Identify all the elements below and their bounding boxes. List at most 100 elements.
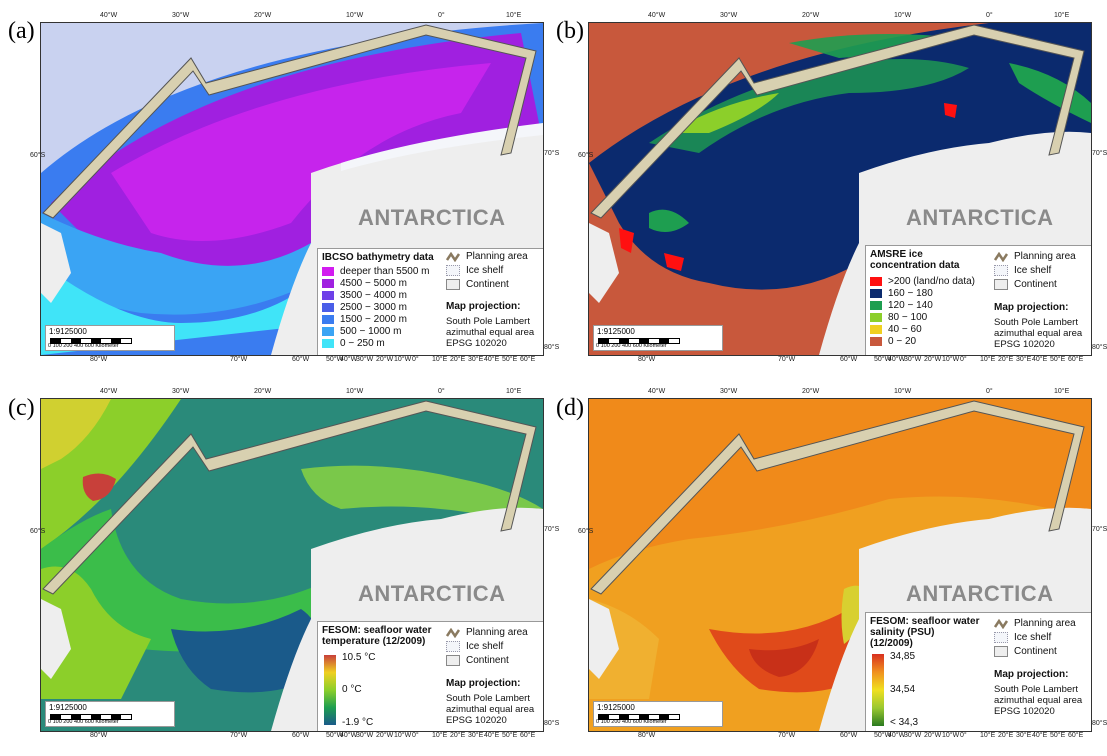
left-graticule-label: 60°S: [578, 528, 594, 535]
planning-area-legend: Planning area: [446, 627, 528, 638]
bottom-graticule-label: 20°W: [376, 356, 394, 363]
bottom-graticule-label: 80°W: [638, 732, 656, 739]
bottom-graticule-label: 0°: [412, 356, 419, 363]
legend-class-item: 120 − 140: [870, 300, 933, 311]
bottom-graticule-label: 40°E: [1032, 732, 1048, 739]
top-graticule-label: 40°W: [648, 12, 666, 19]
antarctica-label: ANTARCTICA: [358, 581, 506, 606]
scale-bar: 1:9125000 0 100 200 400 600 Kilometer: [45, 325, 175, 351]
ramp-label-mid: 34,54: [890, 684, 916, 695]
projection-text: South Pole Lambert azimuthal equal area …: [446, 316, 535, 349]
ice-shelf-legend: Ice shelf: [446, 641, 503, 652]
right-graticule-label: 80°S: [544, 720, 560, 727]
bottom-graticule-label: 30°E: [1016, 356, 1032, 363]
bottom-graticule-label: 20°W: [376, 732, 394, 739]
top-graticule-label: 20°W: [254, 388, 272, 395]
right-graticule-label: 70°S: [544, 150, 560, 157]
map-panel-temperature: ANTARCTICA FESOM: seafloor water tempera…: [40, 398, 544, 732]
legend-class-label: 40 − 60: [888, 324, 922, 335]
bottom-graticule-label: 30°E: [468, 732, 484, 739]
top-graticule-label: 40°W: [100, 12, 118, 19]
legend-class-label: deeper than 5500 m: [340, 266, 430, 277]
scale-bar: 1:9125000 0 100 200 400 600 Kilometer: [593, 325, 723, 351]
ramp-label-min: < 34,3: [890, 717, 919, 728]
legend-swatch: [870, 289, 882, 298]
salinity-color-ramp: [872, 654, 884, 726]
bottom-graticule-label: 60°E: [1068, 356, 1084, 363]
bottom-graticule-label: 40°E: [484, 356, 500, 363]
right-graticule-label: 70°S: [1092, 526, 1107, 533]
bottom-graticule-label: 10°E: [980, 732, 996, 739]
right-graticule-label: 80°S: [1092, 344, 1107, 351]
ice-shelf-legend: Ice shelf: [994, 632, 1051, 643]
top-graticule-label: 10°E: [506, 12, 522, 19]
antarctica-label: ANTARCTICA: [906, 581, 1054, 606]
legend-class-label: 0 − 20: [888, 336, 917, 347]
bottom-graticule-label: 20°E: [450, 356, 466, 363]
left-graticule-label: 60°S: [30, 152, 46, 159]
bottom-graticule-label: 0°: [412, 732, 419, 739]
bottom-graticule-label: 50°E: [1050, 732, 1066, 739]
bottom-graticule-label: 50°W: [326, 732, 344, 739]
bottom-graticule-label: 60°W: [292, 732, 310, 739]
legend-ice-concentration: AMSRE ice concentration data >200 (land/…: [865, 245, 1091, 355]
bottom-graticule-label: 40°W: [340, 732, 358, 739]
legend-class-item: deeper than 5500 m: [322, 266, 430, 277]
legend-swatch: [870, 277, 882, 286]
legend-swatch: [322, 339, 334, 348]
projection-text: South Pole Lambert azimuthal equal area …: [994, 684, 1083, 717]
legend-swatch: [870, 301, 882, 310]
top-graticule-label: 20°W: [254, 12, 272, 19]
top-graticule-label: 10°W: [346, 388, 364, 395]
legend-title: AMSRE ice concentration data: [870, 249, 960, 271]
legend-class-label: 1500 − 2000 m: [340, 314, 407, 325]
bottom-graticule-label: 50°W: [326, 356, 344, 363]
top-graticule-label: 10°E: [1054, 12, 1070, 19]
bottom-graticule-label: 20°E: [998, 356, 1014, 363]
legend-swatch: [322, 267, 334, 276]
ice-shelf-legend: Ice shelf: [994, 265, 1051, 276]
bottom-graticule-label: 10°W: [394, 356, 412, 363]
antarctica-label: ANTARCTICA: [906, 205, 1054, 230]
bottom-graticule-label: 70°W: [230, 356, 248, 363]
legend-class-item: 0 − 250 m: [322, 338, 385, 349]
bottom-graticule-label: 0°: [960, 356, 967, 363]
bottom-graticule-label: 10°E: [432, 356, 448, 363]
bottom-graticule-label: 50°E: [502, 732, 518, 739]
legend-title: FESOM: seafloor water temperature (12/20…: [322, 625, 432, 647]
bottom-graticule-label: 40°W: [340, 356, 358, 363]
bottom-graticule-label: 20°E: [450, 732, 466, 739]
bottom-graticule-label: 40°W: [888, 732, 906, 739]
right-graticule-label: 80°S: [1092, 720, 1107, 727]
legend-swatch: [870, 313, 882, 322]
legend-class-label: 80 − 100: [888, 312, 928, 323]
ice-shelf-swatch: [994, 632, 1008, 643]
legend-swatch: [870, 337, 882, 346]
legend-class-label: 3500 − 4000 m: [340, 290, 407, 301]
legend-class-label: 2500 − 3000 m: [340, 302, 407, 313]
continent-legend: Continent: [446, 655, 509, 666]
top-graticule-label: 10°E: [506, 388, 522, 395]
bottom-graticule-label: 10°W: [394, 732, 412, 739]
right-graticule-label: 80°S: [544, 344, 560, 351]
top-graticule-label: 10°E: [1054, 388, 1070, 395]
top-graticule-label: 30°W: [172, 388, 190, 395]
bottom-graticule-label: 10°E: [980, 356, 996, 363]
left-graticule-label: 60°S: [30, 528, 46, 535]
bottom-graticule-label: 70°W: [230, 732, 248, 739]
bottom-graticule-label: 20°W: [924, 356, 942, 363]
legend-class-item: >200 (land/no data): [870, 276, 975, 287]
bottom-graticule-label: 60°W: [840, 732, 858, 739]
planning-area-icon: [446, 627, 461, 638]
bottom-graticule-label: 30°W: [356, 356, 374, 363]
legend-swatch: [870, 325, 882, 334]
bottom-graticule-label: 30°E: [468, 356, 484, 363]
bottom-graticule-label: 80°W: [90, 732, 108, 739]
bottom-graticule-label: 40°W: [888, 356, 906, 363]
continent-legend: Continent: [994, 646, 1057, 657]
legend-class-label: >200 (land/no data): [888, 276, 976, 287]
continent-swatch: [994, 646, 1008, 657]
bottom-graticule-label: 60°E: [520, 356, 536, 363]
legend-title: IBCSO bathymetry data: [322, 252, 434, 263]
legend-swatch: [322, 279, 334, 288]
